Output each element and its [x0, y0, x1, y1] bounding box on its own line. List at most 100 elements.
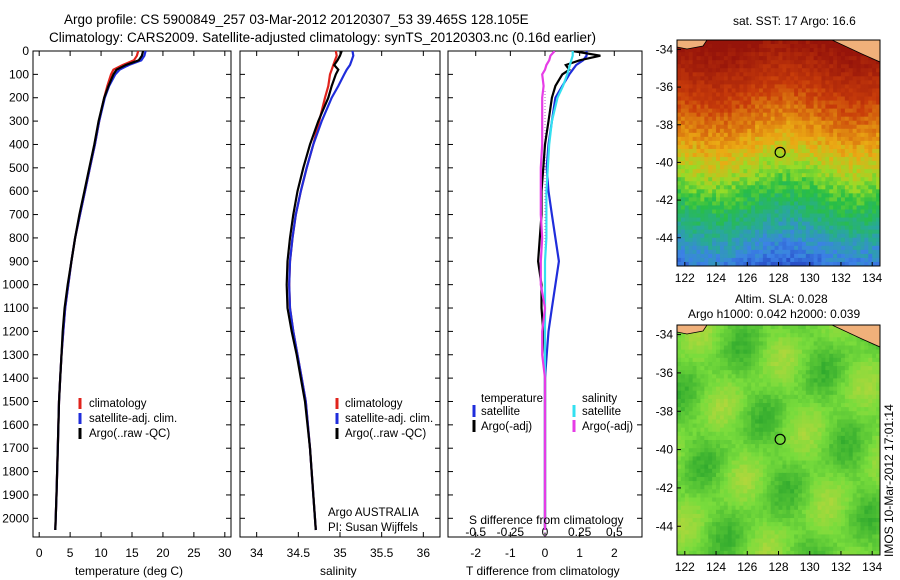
map-cell	[677, 333, 682, 338]
map-cell	[712, 88, 717, 94]
map-cell	[817, 245, 823, 251]
map-cell	[680, 394, 686, 400]
map-cell	[794, 398, 799, 404]
map-cell	[825, 353, 830, 359]
map-cell	[696, 345, 702, 351]
map-cell	[735, 390, 741, 396]
map-cell	[868, 80, 873, 85]
map-cell	[813, 56, 819, 61]
map-cell	[868, 249, 873, 255]
map-cell	[856, 165, 862, 170]
map-cell	[731, 201, 737, 207]
y-tick-label: 800	[9, 231, 29, 245]
map-cell	[680, 390, 686, 396]
map-cell	[790, 56, 795, 61]
map-cell	[844, 157, 850, 162]
map-cell	[876, 407, 880, 412]
map-cell	[868, 411, 873, 416]
map-cell	[782, 337, 787, 343]
map-cell	[821, 229, 826, 235]
map-cell	[786, 349, 791, 355]
map-cell	[770, 185, 776, 190]
map-cell	[692, 435, 698, 441]
map-cell	[677, 411, 682, 416]
map-cell	[739, 209, 744, 215]
map-cell	[840, 44, 846, 49]
map-cell	[782, 398, 787, 404]
map-cell	[677, 374, 682, 379]
map-cell	[727, 229, 733, 235]
map-cell	[751, 427, 756, 433]
map-cell	[735, 177, 741, 182]
map-cell	[868, 177, 873, 182]
map-cell	[696, 88, 702, 94]
map-cell	[692, 217, 698, 223]
map-cell	[704, 411, 709, 416]
map-cell	[700, 124, 705, 130]
map-cell	[751, 378, 756, 384]
map-cell	[739, 84, 744, 90]
map-cell	[719, 80, 725, 85]
map-cell	[778, 80, 783, 85]
map-cell	[708, 181, 713, 186]
map-cell	[848, 398, 854, 404]
map-cell	[696, 374, 702, 379]
map-cell	[860, 205, 865, 211]
map-cell	[864, 431, 869, 437]
map-cell	[837, 374, 842, 379]
map-cell	[864, 161, 869, 166]
map-cell	[840, 431, 846, 437]
map-cell	[762, 407, 768, 412]
map-cell	[825, 357, 830, 363]
map-cell	[708, 261, 713, 266]
map-cell	[708, 100, 713, 106]
map-cell	[848, 431, 854, 437]
map-cell	[755, 257, 760, 263]
map-cell	[821, 64, 826, 69]
map-cell	[837, 407, 842, 412]
map-cell	[708, 177, 713, 182]
map-cell	[708, 80, 713, 85]
map-cell	[731, 440, 737, 445]
map-cell	[770, 390, 776, 396]
map-cell	[770, 48, 776, 53]
map-cell	[723, 189, 729, 194]
map-cell	[704, 88, 709, 94]
map-cell	[700, 48, 705, 53]
map-cell	[723, 96, 729, 102]
map-cell	[864, 370, 869, 375]
map-cell	[743, 329, 748, 334]
map-cell	[856, 382, 862, 388]
map-cell	[798, 382, 803, 388]
map-cell	[751, 253, 756, 259]
map-cell	[774, 140, 780, 146]
map-cell	[825, 169, 830, 174]
map-cell	[840, 193, 846, 198]
map-cell	[735, 116, 741, 122]
map-cell	[778, 452, 783, 458]
map-cell	[723, 357, 729, 363]
map-cell	[723, 108, 729, 114]
map-cell	[739, 394, 744, 400]
map-cell	[798, 221, 803, 227]
map-cell	[801, 325, 807, 330]
map-cell	[801, 40, 807, 45]
map-cell	[825, 221, 830, 227]
map-cell	[743, 132, 748, 138]
map-cell	[833, 181, 838, 186]
map-cell	[688, 411, 694, 416]
map-cell	[708, 128, 713, 134]
map-cell	[794, 349, 799, 355]
map-cell	[848, 415, 854, 421]
map-cell	[755, 60, 760, 65]
map-cell	[723, 92, 729, 98]
map-cell	[688, 177, 694, 182]
map-cell	[747, 370, 752, 375]
map-cell	[825, 140, 830, 146]
map-cell	[692, 88, 698, 94]
map-cell	[700, 213, 705, 219]
map-cell	[719, 370, 725, 375]
map-cell	[751, 390, 756, 396]
map-cell	[833, 128, 838, 134]
map-cell	[813, 80, 819, 85]
